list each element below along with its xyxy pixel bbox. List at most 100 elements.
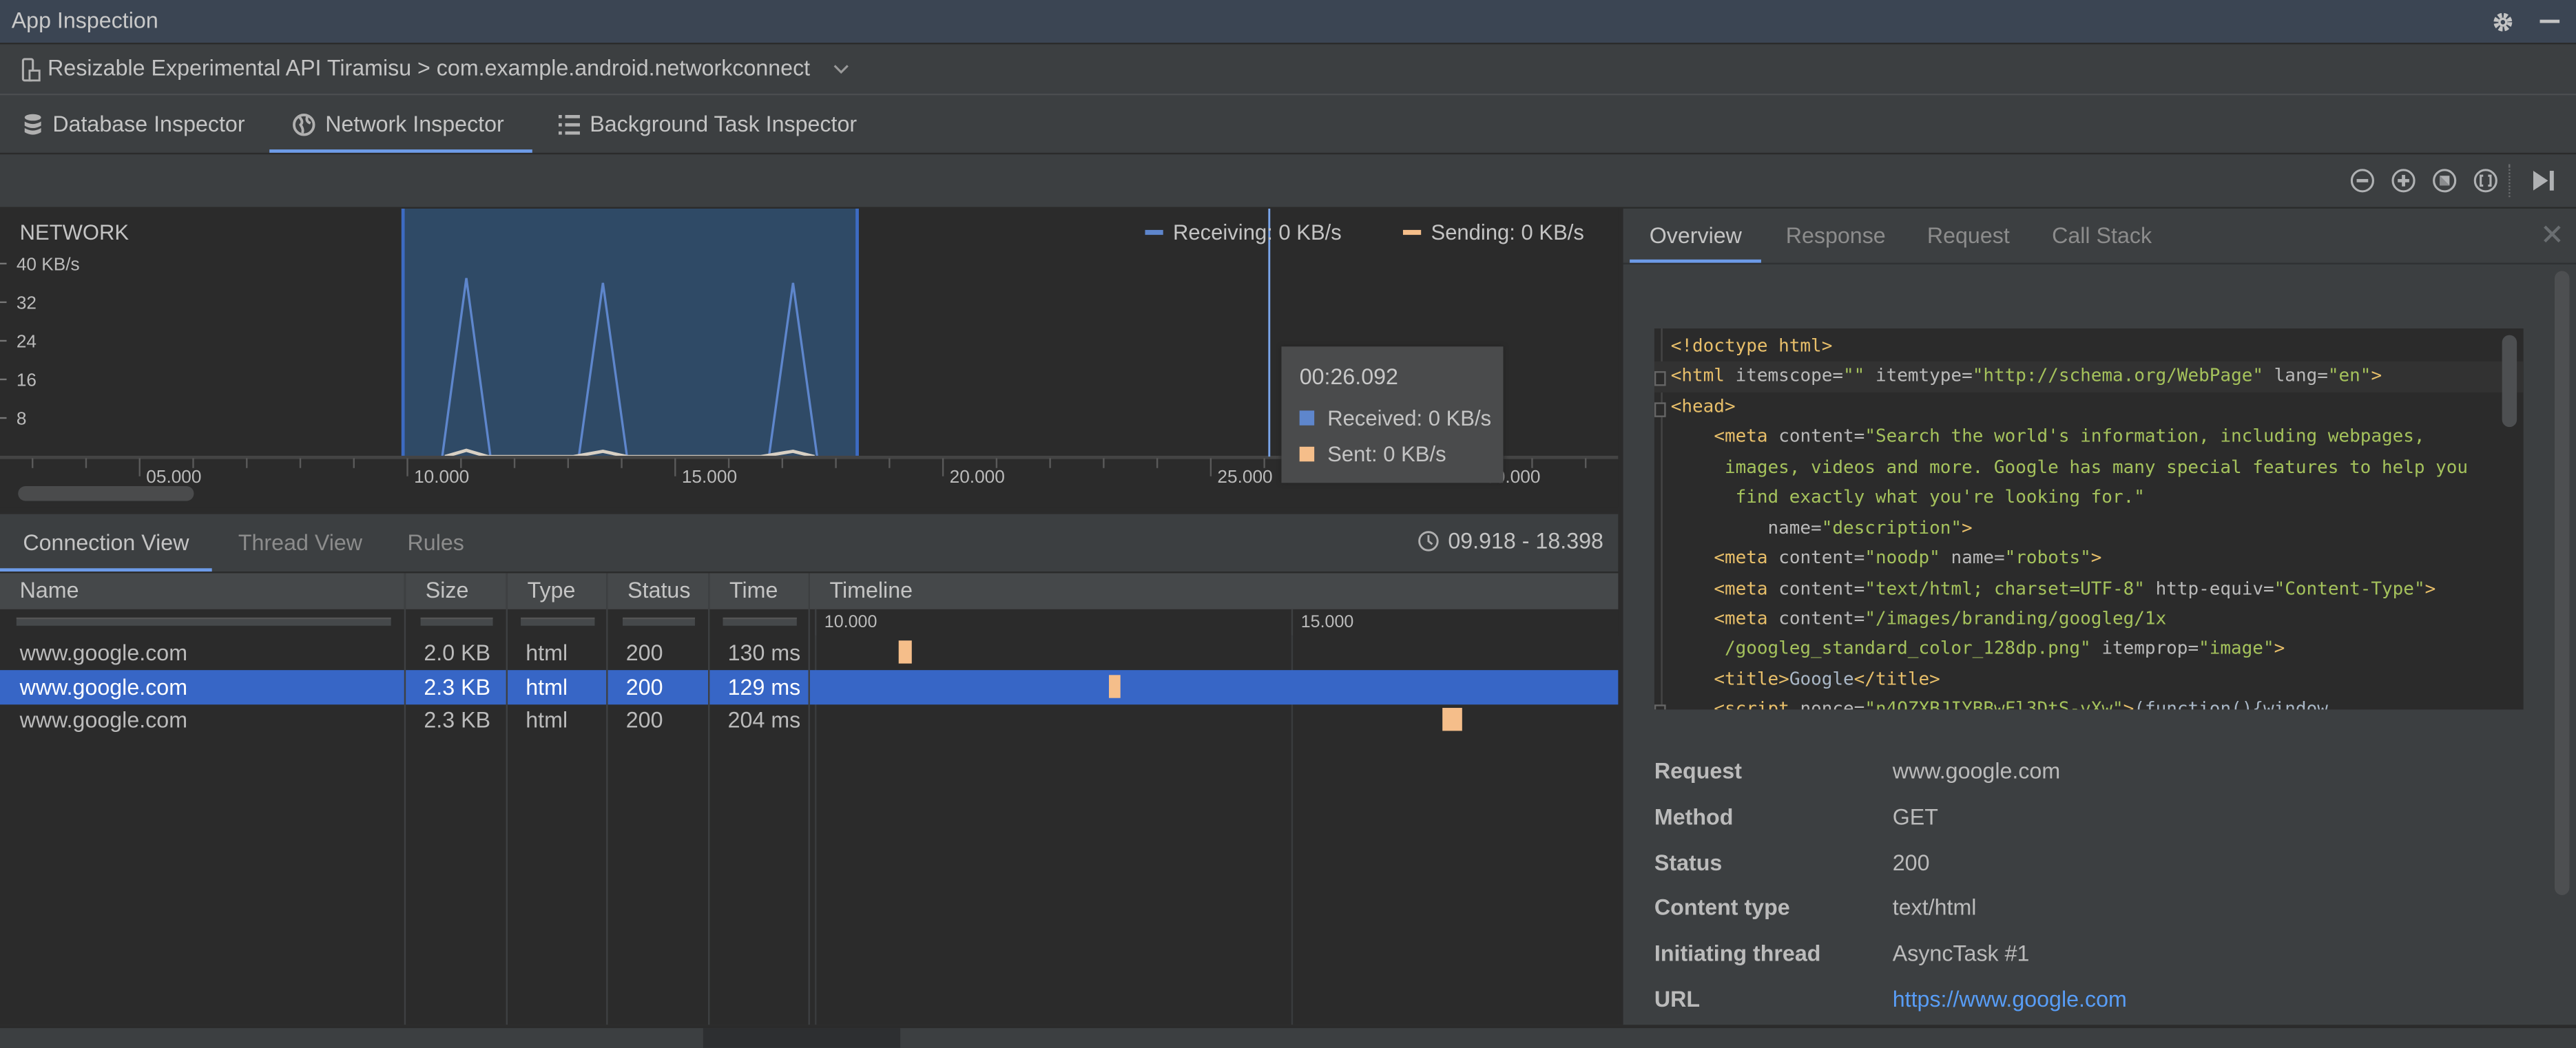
legend-receiving: Receiving: 0 KB/s <box>1145 220 1342 245</box>
selection-range-label: 09.918 - 18.398 <box>1448 529 1603 554</box>
column-header-type[interactable]: Type <box>508 573 608 609</box>
code-token: > <box>2123 698 2134 710</box>
tool-window-app-inspection[interactable] <box>703 1028 901 1048</box>
jump-to-live-icon[interactable] <box>2530 167 2556 193</box>
code-scrollbar[interactable] <box>2502 335 2517 428</box>
code-token: "robots" <box>2004 547 2091 569</box>
gear-icon[interactable] <box>2491 10 2515 34</box>
filter-bar-type <box>521 617 595 626</box>
code-token: find exactly what you're looking for." <box>1670 486 2145 508</box>
code-token: <meta <box>1714 426 1768 448</box>
fold-marker-icon[interactable] <box>1654 705 1666 710</box>
minimize-icon[interactable] <box>2539 19 2560 23</box>
code-token: <head> <box>1670 395 1736 417</box>
chart-horizontal-scrollbar[interactable] <box>18 486 194 501</box>
code-line: <meta content="noodp" name="robots"> <box>1671 544 2524 574</box>
network-chart[interactable]: 8 16 24 32 40 KB/s 05.000 10.000 15.000 20.000 25… <box>0 208 1619 508</box>
column-header-time[interactable]: Time <box>709 573 810 609</box>
series-line-sending <box>444 448 816 459</box>
code-token: </title> <box>1853 668 1940 690</box>
code-token: name= <box>1940 547 2005 569</box>
column-divider <box>404 573 406 1025</box>
zoom-in-icon[interactable] <box>2390 167 2416 193</box>
field-value: text/html <box>1892 895 1977 921</box>
tab-overview[interactable]: Overview <box>1629 209 1763 263</box>
field-label: Status <box>1654 850 1723 875</box>
chevron-down-icon[interactable] <box>833 63 849 76</box>
field-value: AsyncTask #1 <box>1892 941 2030 966</box>
fold-marker-icon[interactable] <box>1654 372 1666 387</box>
code-token: "" <box>1843 365 1865 387</box>
code-line: images, videos and more. Google has many… <box>1671 453 2524 483</box>
x-tick-label: 10.000 <box>414 466 469 487</box>
tab-thread-view[interactable]: Thread View <box>238 514 362 572</box>
url-link[interactable]: https://www.google.com <box>1892 987 2127 1012</box>
table-row[interactable]: www.google.com 2.0 KB html 200 130 ms <box>0 636 1618 670</box>
code-token: > <box>1962 516 1973 538</box>
code-token: > <box>2274 638 2285 660</box>
code-token: "description" <box>1821 516 1962 538</box>
column-header-status[interactable]: Status <box>608 573 710 609</box>
code-token: "Search the world's information, includi… <box>1865 426 2425 448</box>
column-header-timeline[interactable]: Timeline <box>829 578 913 603</box>
device-selector[interactable]: Resizable Experimental API Tiramisu > co… <box>0 44 2576 96</box>
tab-response[interactable]: Response <box>1786 209 1886 263</box>
code-token: <html <box>1670 365 1725 387</box>
code-token <box>1671 577 1714 598</box>
code-token: "text/html; charset=UTF-8" <box>1865 577 2145 599</box>
details-tabs: Overview Response Request Call Stack <box>1623 209 2576 265</box>
tooltip-time: 00:26.092 <box>1299 364 1398 390</box>
code-line: <script nonce="n4OZXBJIYBBwFl3DtS-vXw">(… <box>1671 695 2524 710</box>
cell-time: 130 ms <box>727 640 801 666</box>
y-tick-label: 8 <box>17 408 27 429</box>
code-line: <meta content="/images/branding/googleg/… <box>1671 605 2524 635</box>
cell-size: 2.3 KB <box>424 708 491 733</box>
code-token: > <box>2090 547 2102 569</box>
cell-size: 2.0 KB <box>424 640 491 666</box>
tab-database-inspector[interactable]: Database Inspector <box>23 95 245 152</box>
reset-zoom-icon[interactable] <box>2431 167 2458 193</box>
response-preview[interactable]: <!doctype html> <html itemscope="" itemty… <box>1654 328 2524 710</box>
code-token: <meta <box>1714 547 1768 569</box>
field-label: Content type <box>1654 895 1790 921</box>
table-row[interactable]: www.google.com 2.3 KB html 200 204 ms <box>0 703 1618 737</box>
code-token: images, videos and more. Google has many… <box>1670 456 2469 478</box>
code-token: itemtype= <box>1865 365 1973 387</box>
chart-title: NETWORK <box>19 220 129 245</box>
x-tick-label: 05.000 <box>146 466 201 487</box>
code-token: name= <box>1670 516 1822 538</box>
field-label: Initiating thread <box>1654 941 1821 966</box>
tab-request[interactable]: Request <box>1927 209 2010 263</box>
code-token: > <box>2424 577 2436 599</box>
zoom-out-icon[interactable] <box>2349 167 2376 193</box>
panel-splitter[interactable] <box>1618 208 1623 1025</box>
tooltip-received: Received: 0 KB/s <box>1299 406 1491 430</box>
tab-label: Response <box>1785 223 1886 249</box>
fold-marker-icon[interactable] <box>1654 402 1666 417</box>
details-scrollbar[interactable] <box>2554 271 2570 895</box>
globe-icon <box>293 112 315 136</box>
legend-label: Receiving: 0 KB/s <box>1173 220 1342 245</box>
column-header-name[interactable]: Name <box>0 573 406 609</box>
timeline-gridline <box>1291 636 1293 1025</box>
tooltip-sent: Sent: 0 KB/s <box>1299 442 1446 466</box>
tab-label: Thread View <box>238 530 363 556</box>
tab-rules[interactable]: Rules <box>408 514 464 572</box>
code-token: content= <box>1767 547 1865 569</box>
tab-background-task-inspector[interactable]: Background Task Inspector <box>558 95 857 152</box>
cell-time: 204 ms <box>727 708 801 733</box>
cell-name: www.google.com <box>19 640 188 666</box>
column-divider <box>808 573 810 1025</box>
tab-label: Rules <box>407 530 464 556</box>
code-token: itemprop= <box>2090 638 2199 660</box>
database-icon <box>24 113 41 134</box>
code-token: content= <box>1767 426 1865 448</box>
code-token: lang= <box>2263 365 2328 387</box>
tab-call-stack[interactable]: Call Stack <box>2052 209 2152 263</box>
tab-network-inspector[interactable]: Network Inspector <box>269 95 532 153</box>
tab-connection-view[interactable]: Connection View <box>0 514 213 572</box>
column-header-size[interactable]: Size <box>406 573 508 609</box>
close-icon[interactable] <box>2543 225 2561 243</box>
cell-name: www.google.com <box>19 674 188 699</box>
zoom-to-selection-icon[interactable] <box>2473 167 2499 193</box>
